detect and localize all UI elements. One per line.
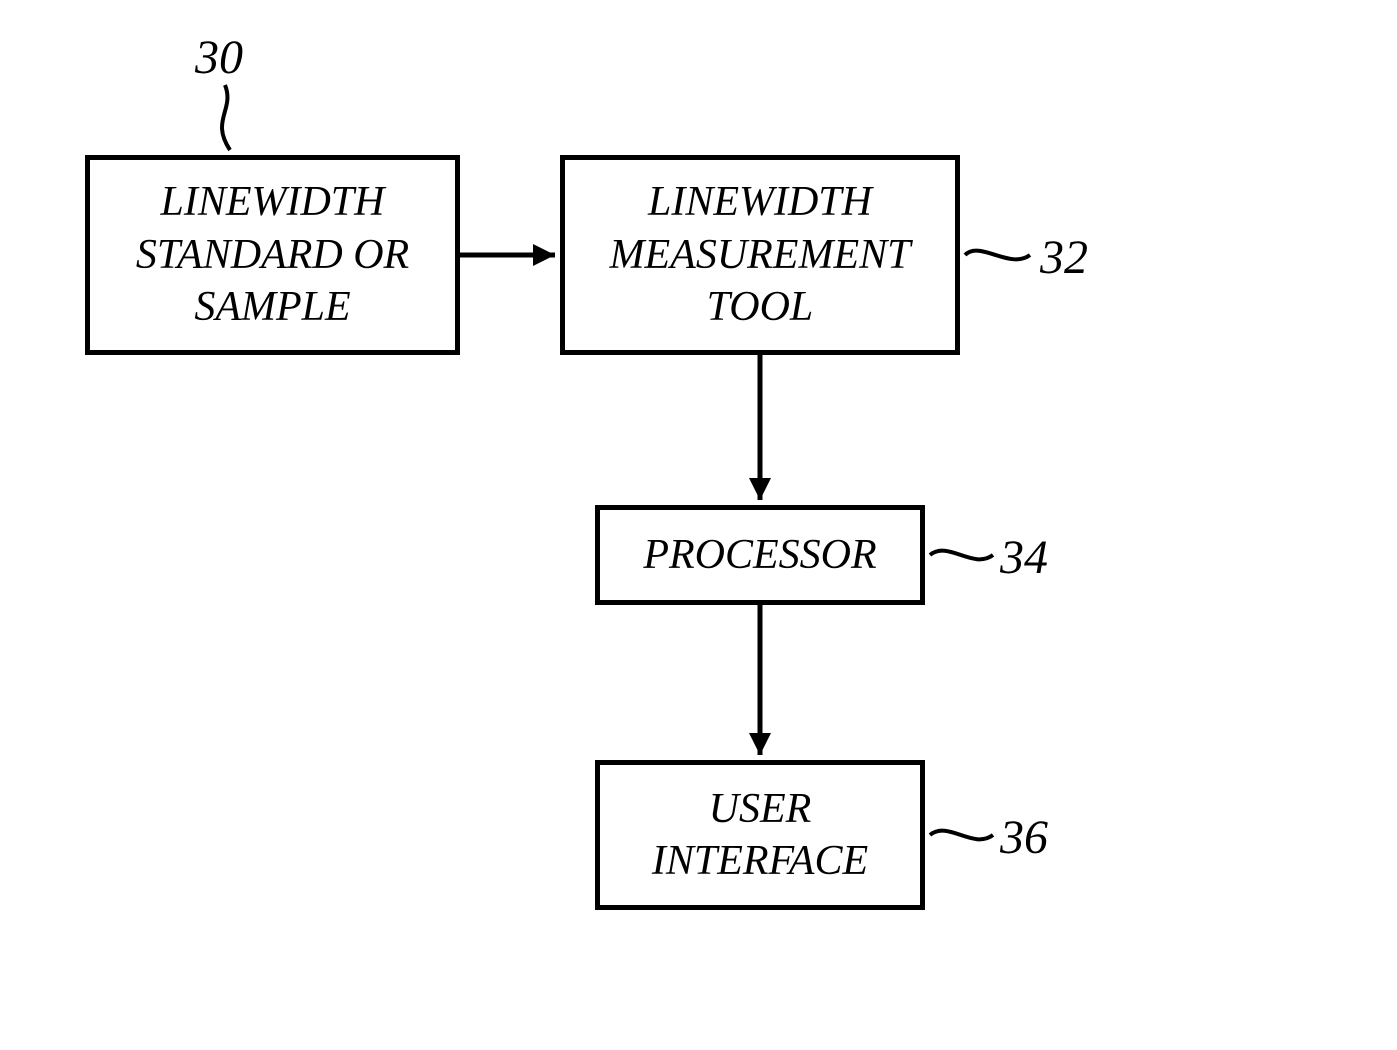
ref-label-r34: 34 bbox=[1000, 530, 1048, 585]
ref-leader-r32 bbox=[965, 251, 1030, 260]
ref-leader-r34 bbox=[930, 551, 993, 560]
edge-n34-n36 bbox=[749, 605, 771, 755]
ref-leader-r36 bbox=[930, 831, 993, 840]
node-label-n36: USERINTERFACE bbox=[652, 783, 868, 888]
edge-n32-n34 bbox=[749, 355, 771, 500]
ref-label-r36: 36 bbox=[1000, 810, 1048, 865]
ref-leader-r30 bbox=[222, 85, 230, 150]
diagram-canvas: LINEWIDTHSTANDARD ORSAMPLE LINEWIDTHMEASU… bbox=[0, 0, 1397, 1050]
node-label-n34: PROCESSOR bbox=[643, 529, 876, 582]
edge-n30-n32 bbox=[460, 244, 555, 266]
node-n32: LINEWIDTHMEASUREMENTTOOL bbox=[560, 155, 960, 355]
node-n36: USERINTERFACE bbox=[595, 760, 925, 910]
node-n34: PROCESSOR bbox=[595, 505, 925, 605]
node-n30: LINEWIDTHSTANDARD ORSAMPLE bbox=[85, 155, 460, 355]
ref-label-r32: 32 bbox=[1040, 230, 1088, 285]
ref-label-r30: 30 bbox=[195, 30, 243, 85]
node-label-n30: LINEWIDTHSTANDARD ORSAMPLE bbox=[136, 176, 409, 334]
node-label-n32: LINEWIDTHMEASUREMENTTOOL bbox=[610, 176, 911, 334]
